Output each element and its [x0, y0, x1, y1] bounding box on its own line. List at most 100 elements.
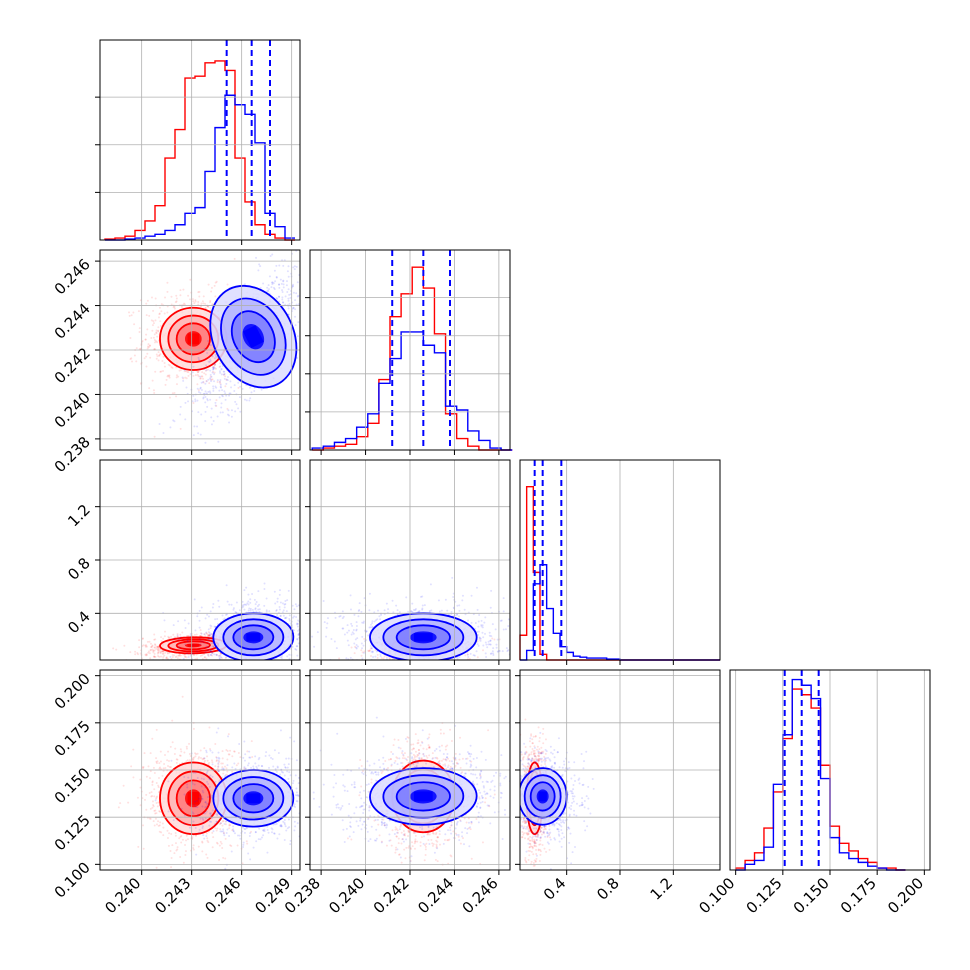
scatter-point	[210, 407, 213, 410]
scatter-point	[204, 302, 207, 305]
scatter-point	[251, 608, 254, 611]
scatter-point	[276, 597, 279, 600]
scatter-point	[263, 582, 266, 585]
scatter-point	[306, 653, 308, 655]
scatter-point	[338, 657, 341, 660]
scatter-point	[334, 616, 337, 619]
scatter-point	[205, 392, 208, 395]
scatter-point	[252, 665, 254, 667]
scatter-point	[302, 288, 304, 290]
scatter-point	[209, 369, 212, 372]
scatter-point	[267, 288, 270, 291]
scatter-point	[301, 310, 303, 312]
scatter-point	[212, 387, 215, 390]
scatter-point	[212, 419, 215, 422]
scatter-point	[153, 333, 156, 336]
scatter-point	[238, 661, 240, 663]
scatter-point	[209, 358, 212, 361]
scatter-point	[134, 653, 137, 656]
scatter-point	[164, 651, 167, 654]
scatter-point	[410, 661, 412, 663]
scatter-point	[205, 631, 208, 634]
scatter-point	[149, 657, 152, 660]
scatter-point	[489, 660, 491, 662]
scatter-point	[153, 652, 156, 655]
scatter-point	[156, 341, 159, 344]
scatter-point	[282, 301, 285, 304]
scatter-point	[158, 313, 161, 316]
scatter-point	[148, 652, 151, 655]
scatter-point	[220, 656, 223, 659]
scatter-point	[230, 386, 233, 389]
scatter-point	[152, 320, 155, 323]
scatter-point	[243, 398, 246, 401]
scatter-point	[153, 392, 156, 395]
scatter-point	[204, 307, 207, 310]
scatter-point	[211, 378, 214, 381]
scatter-point	[212, 366, 215, 369]
scatter-point	[152, 336, 155, 339]
x-tick-label: 0.150	[790, 874, 833, 917]
scatter-point	[165, 657, 168, 660]
scatter-point	[214, 625, 217, 628]
scatter-point	[217, 654, 220, 657]
scatter-point	[138, 646, 141, 649]
scatter-point	[154, 319, 157, 322]
scatter-point	[202, 397, 205, 400]
scatter-point	[205, 380, 208, 383]
scatter-point	[307, 582, 309, 584]
scatter-point	[207, 637, 210, 640]
scatter-point	[183, 303, 186, 306]
scatter-point	[197, 432, 200, 435]
scatter-point	[283, 606, 286, 609]
scatter-point	[160, 303, 163, 306]
scatter-point	[158, 354, 161, 357]
scatter-point	[219, 378, 222, 381]
scatter-point	[159, 651, 162, 654]
scatter-point	[205, 645, 208, 648]
scatter-point	[287, 307, 290, 310]
scatter-point	[193, 598, 196, 601]
histogram-step	[312, 266, 513, 451]
scatter-point	[362, 651, 365, 654]
x-tick-label: 0.200	[884, 874, 927, 917]
scatter-point	[135, 347, 138, 350]
scatter-point	[145, 653, 148, 656]
scatter-point	[207, 649, 210, 652]
scatter-point	[491, 637, 494, 640]
scatter-point	[146, 328, 149, 331]
scatter-point	[230, 415, 233, 418]
scatter-point	[146, 352, 149, 355]
scatter-point	[265, 609, 268, 612]
scatter-point	[304, 617, 306, 619]
scatter-point	[208, 634, 211, 637]
scatter-point	[276, 600, 279, 603]
scatter-point	[431, 667, 433, 669]
scatter-point	[209, 378, 212, 381]
scatter-point	[209, 650, 212, 653]
scatter-point	[159, 650, 162, 653]
scatter-point	[277, 295, 280, 298]
scatter-point	[191, 371, 194, 374]
scatter-point	[148, 344, 151, 347]
scatter-point	[204, 419, 207, 422]
scatter-point	[234, 410, 237, 413]
scatter-point	[194, 374, 197, 377]
scatter-point	[293, 268, 296, 271]
scatter-point	[147, 651, 150, 654]
scatter-point	[157, 645, 160, 648]
scatter-point	[153, 655, 156, 658]
scatter-point	[207, 634, 210, 637]
scatter-point	[305, 268, 307, 270]
scatter-point	[342, 615, 345, 618]
scatter-point	[208, 343, 211, 346]
scatter-point	[150, 337, 153, 340]
scatter-point	[302, 238, 304, 240]
scatter-point	[167, 363, 170, 366]
scatter-point	[175, 374, 178, 377]
scatter-point	[203, 656, 206, 659]
scatter-point	[201, 371, 204, 374]
scatter-point	[361, 657, 364, 660]
scatter-point	[148, 314, 151, 317]
scatter-point	[198, 290, 201, 293]
